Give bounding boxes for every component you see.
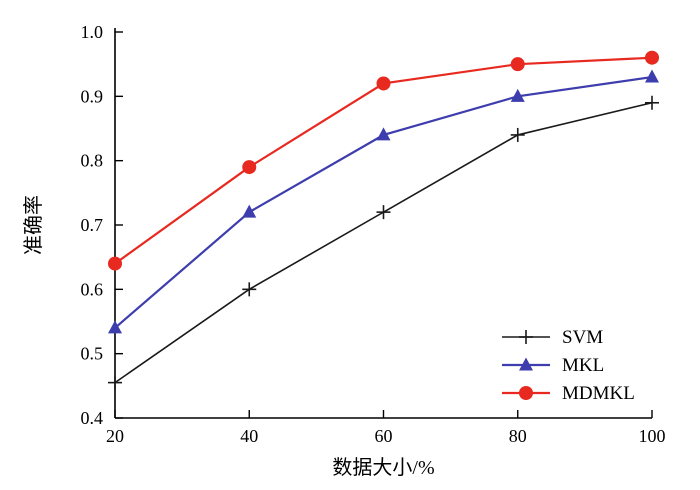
legend-item-svm: SVM (502, 327, 603, 348)
x-tick-label: 100 (639, 426, 666, 446)
y-tick-label: 0.6 (81, 279, 104, 299)
series-line (114, 75, 653, 329)
triangle-marker (376, 127, 391, 141)
triangle-marker (510, 88, 525, 102)
triangle-marker (519, 357, 533, 371)
triangle-marker (108, 320, 122, 334)
y-tick-label: 1.0 (81, 22, 104, 42)
x-tick-label: 20 (106, 426, 124, 446)
circle-marker (108, 256, 122, 271)
legend-label: MKL (562, 355, 604, 376)
y-tick-label: 0.7 (81, 215, 104, 235)
y-axis-title: 准确率 (22, 195, 45, 255)
series-mkl (108, 69, 659, 334)
triangle-marker (645, 69, 659, 83)
x-tick-label: 40 (240, 426, 258, 446)
circle-marker (519, 386, 533, 400)
legend-label: MDMKL (562, 383, 635, 404)
circle-marker (242, 160, 257, 175)
circle-marker (376, 76, 391, 91)
series-svm (108, 95, 659, 390)
y-tick-label: 0.4 (81, 408, 104, 428)
legend-label: SVM (562, 327, 603, 348)
y-tick-label: 0.5 (81, 344, 104, 364)
x-tick-label: 60 (375, 426, 393, 446)
y-tick-label: 0.9 (81, 86, 104, 106)
y-tick-label: 0.8 (81, 151, 104, 171)
legend: SVM MKL MDMKL (502, 327, 635, 404)
legend-item-mkl: MKL (502, 355, 604, 376)
triangle-marker (242, 204, 257, 218)
x-axis-title: 数据大小/% (332, 456, 434, 479)
circle-marker (510, 57, 525, 72)
series-mdmkl (108, 50, 659, 271)
legend-item-mdmkl: MDMKL (502, 383, 635, 404)
x-tick-label: 80 (509, 426, 527, 446)
circle-marker (645, 50, 659, 65)
